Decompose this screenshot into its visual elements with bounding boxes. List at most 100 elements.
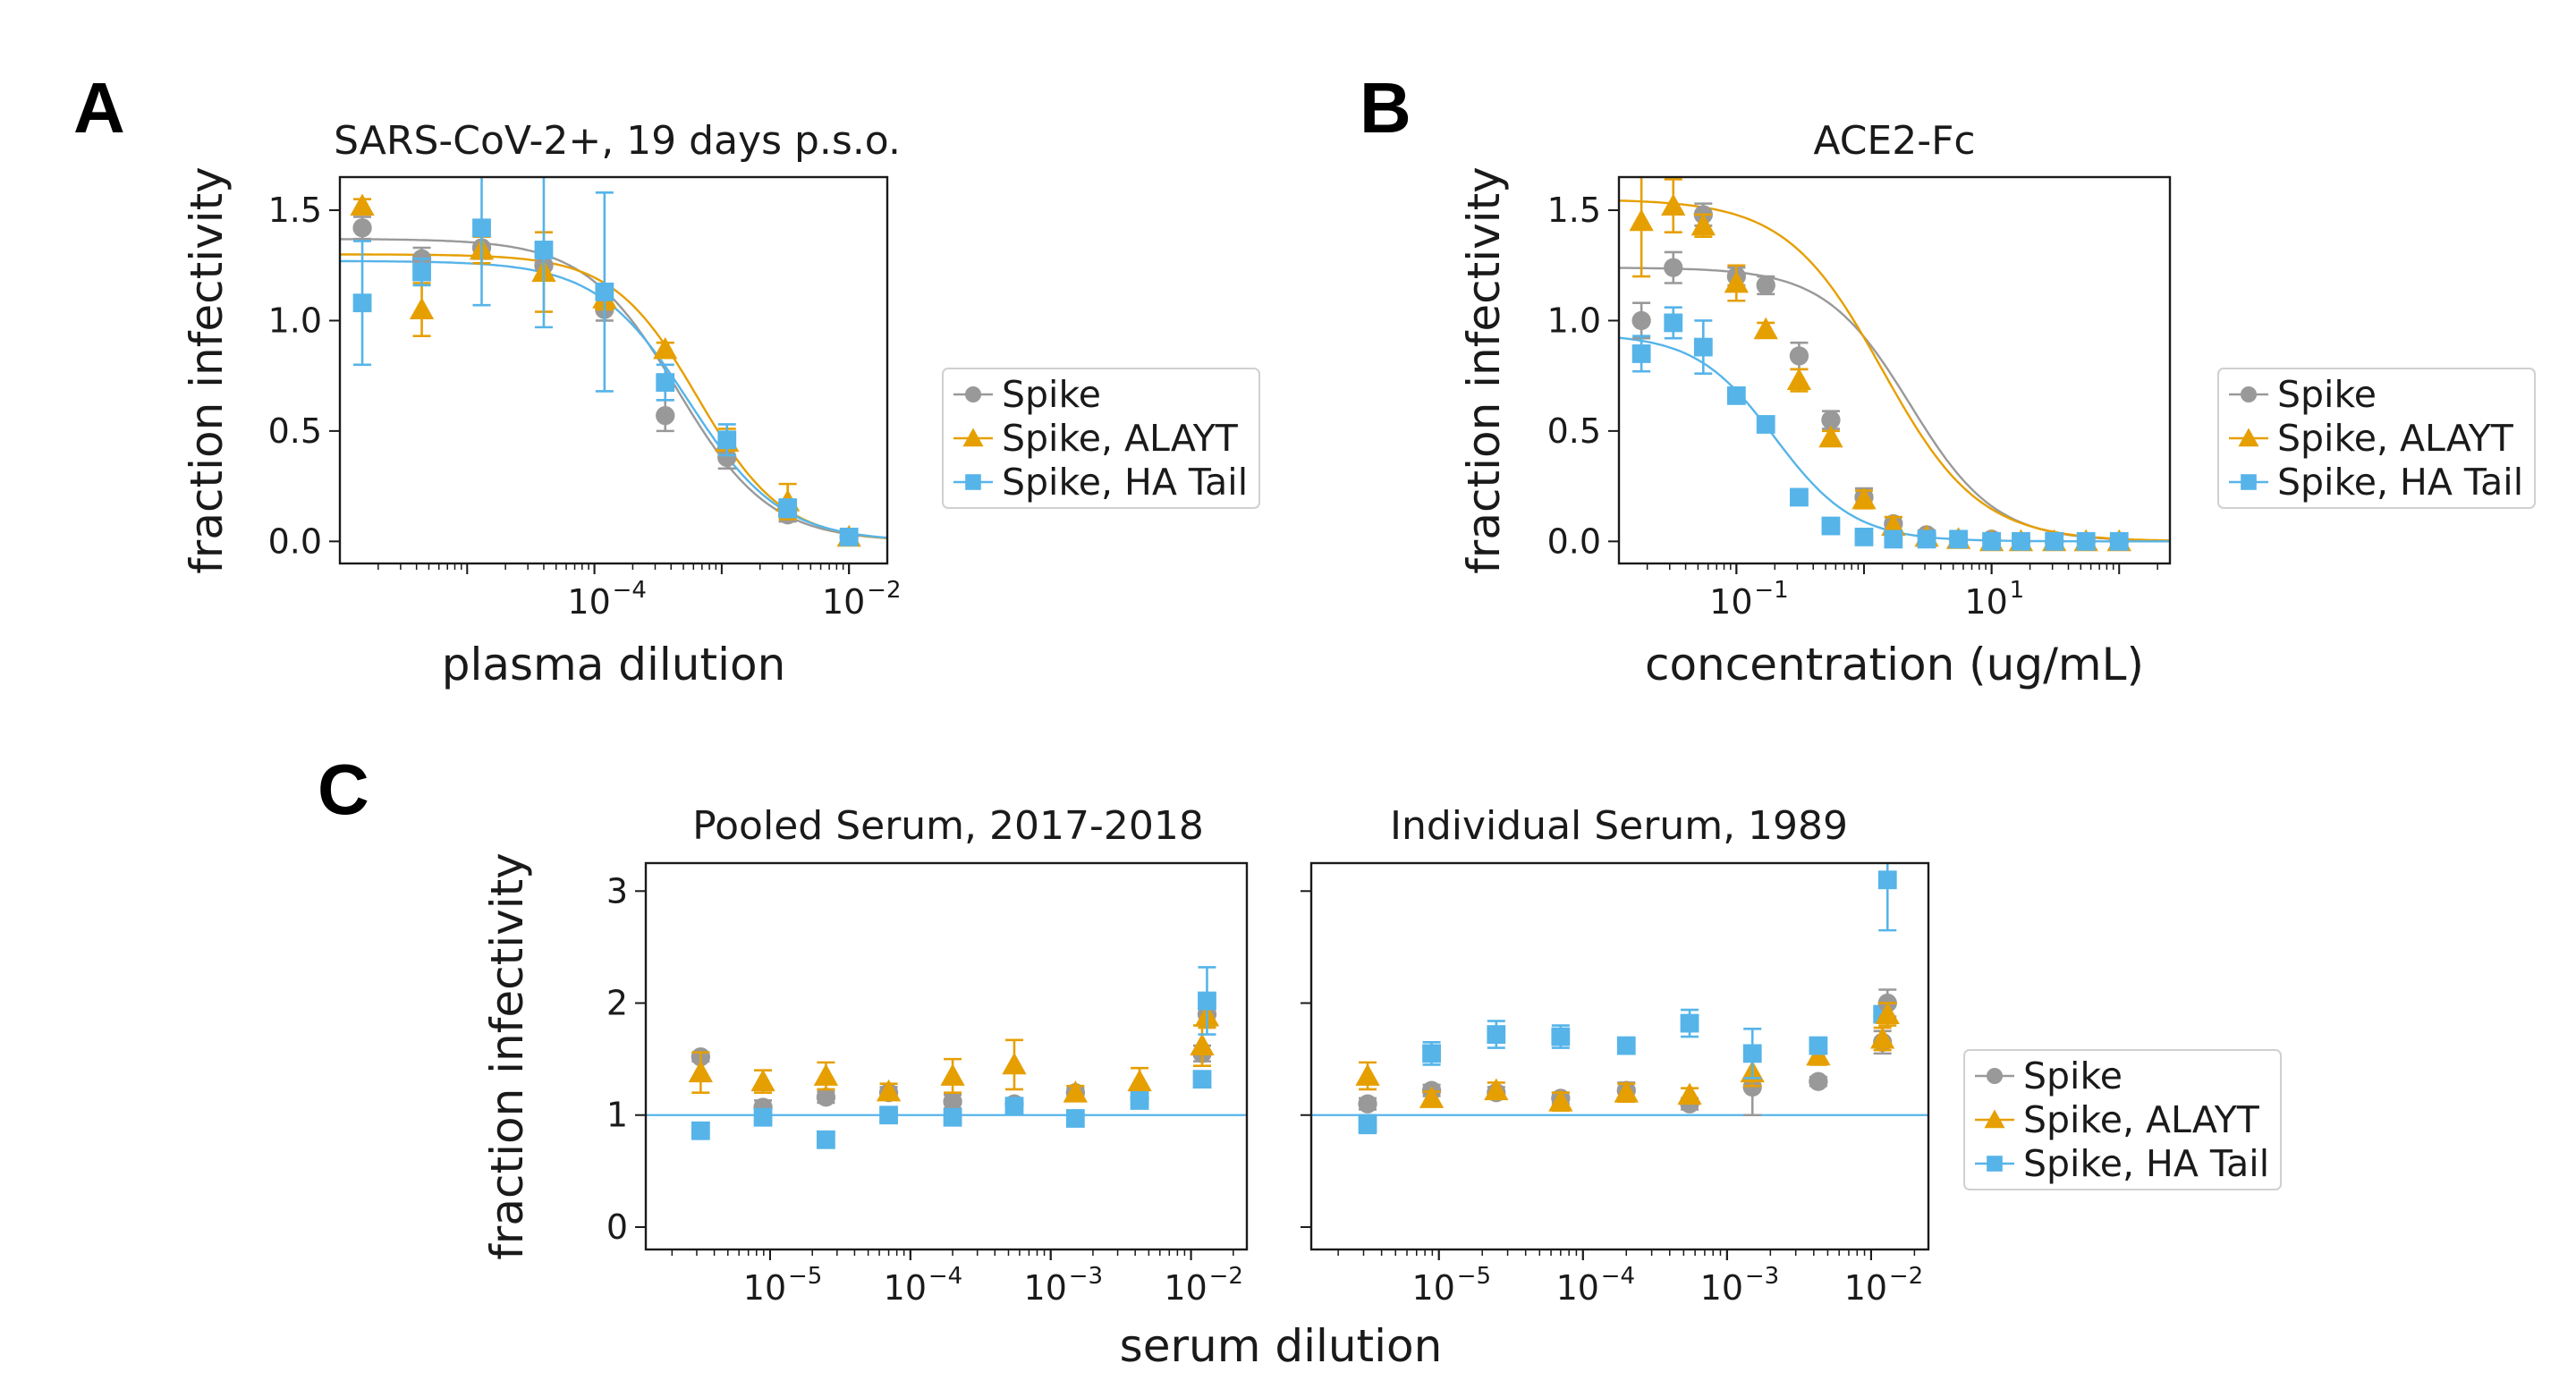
legend-label: Spike, ALAYT [1002, 417, 1239, 460]
data-point [717, 447, 737, 468]
data-point [1854, 527, 1874, 546]
data-point [1614, 1080, 1639, 1103]
data-point [1875, 1002, 1900, 1024]
data-point [1487, 1025, 1506, 1044]
legend-label: Spike, ALAYT [2277, 417, 2514, 460]
x-tick-exponent: −3 [1745, 1263, 1779, 1290]
data-point [1002, 1052, 1027, 1075]
data-point [1724, 270, 1749, 293]
data-point [1661, 193, 1686, 216]
x-tick-exponent: −4 [928, 1263, 962, 1290]
plot-frame [1617, 175, 2172, 565]
data-point [352, 293, 372, 313]
x-tick-label: 10 [1556, 1268, 1599, 1308]
data-point [1809, 1036, 1828, 1055]
y-tick-label: 1.5 [268, 191, 322, 230]
data-point [1484, 1078, 1509, 1101]
panel-b-chart: ACE2-Fc fraction infectivity concentration… [1458, 118, 2172, 690]
legend-label: Spike, ALAYT [2023, 1098, 2260, 1141]
data-point [1192, 1070, 1212, 1089]
data-point [2076, 531, 2096, 551]
fit-curve [1619, 267, 2170, 542]
y-tick-label: 0.5 [268, 411, 322, 451]
x-tick-label: 10 [1164, 1268, 1207, 1308]
data-point [940, 1063, 965, 1086]
x-tick-label: 10 [743, 1268, 786, 1308]
panel-label-b: B [1360, 68, 1411, 148]
legend-box [1963, 1049, 2282, 1190]
data-point [1551, 1027, 1571, 1046]
data-point [1677, 1082, 1702, 1105]
data-point [1982, 531, 2002, 551]
x-tick-label: 10 [822, 582, 865, 622]
data-point [1358, 1114, 1377, 1134]
y-tick-label: 0.0 [268, 521, 322, 561]
y-tick-label: 0.0 [1547, 521, 1601, 561]
x-axis-label: plasma dilution [442, 639, 786, 690]
data-point [688, 1060, 714, 1083]
legend-swatch-marker [965, 474, 981, 490]
data-point [1790, 487, 1809, 507]
x-tick-label: 10 [1709, 582, 1752, 622]
data-point [1680, 1013, 1699, 1033]
data-point [1629, 208, 1654, 232]
data-point [750, 1069, 775, 1092]
data-point [1616, 1036, 1636, 1055]
data-point [534, 241, 554, 259]
y-tick-label: 0 [606, 1207, 628, 1247]
data-point [1127, 1069, 1152, 1092]
panel-a-chart: SARS-CoV-2+, 19 days p.s.o. fraction infe… [181, 118, 901, 690]
data-point [879, 1105, 898, 1125]
data-point [1548, 1089, 1573, 1112]
chart-title: Individual Serum, 1989 [1390, 803, 1848, 849]
data-point [1355, 1063, 1380, 1086]
data-point [1130, 1091, 1149, 1110]
data-point [1786, 368, 1812, 391]
data-point [653, 336, 678, 360]
plot-area [1311, 863, 1928, 1135]
x-tick-exponent: −2 [1889, 1263, 1923, 1290]
x-tick-exponent: −4 [613, 577, 647, 604]
y-tick-label: 0.5 [1547, 411, 1601, 451]
x-tick-exponent: −5 [1457, 1263, 1491, 1290]
plot-frame [338, 175, 889, 565]
data-point [816, 1088, 836, 1107]
data-point [1664, 313, 1683, 333]
data-point [1419, 1086, 1445, 1108]
data-point [1063, 1080, 1088, 1103]
fit-curve [1619, 199, 2170, 542]
y-tick-label: 1.0 [1547, 301, 1601, 340]
data-point [1884, 529, 1903, 549]
plot-frame [1309, 861, 1930, 1251]
panel-c-xlabel: serum dilution [1120, 1320, 1443, 1372]
x-axis-label: concentration (ug/mL) [1645, 639, 2144, 690]
data-point [691, 1121, 710, 1140]
legend-label: Spike [2023, 1054, 2123, 1097]
data-point [1753, 317, 1778, 340]
data-point [2045, 531, 2064, 551]
data-point [1756, 275, 1775, 295]
plot-area [1619, 177, 2170, 552]
legend-swatch-marker [964, 385, 982, 403]
data-point [1821, 516, 1841, 536]
legend-swatch-marker [962, 428, 984, 447]
legend-swatch-marker [2240, 385, 2258, 403]
data-point [839, 527, 859, 546]
data-point [656, 373, 675, 392]
plot-area [340, 177, 887, 547]
data-point [717, 430, 737, 450]
panel-c-left-chart: Pooled Serum, 2017-2018 fraction infectiv… [481, 803, 1249, 1308]
chart-title: SARS-CoV-2+, 19 days p.s.o. [334, 118, 901, 164]
data-point [1742, 1044, 1762, 1063]
y-tick-label: 1.0 [268, 301, 322, 340]
data-point [1949, 529, 1968, 549]
chart-title: ACE2-Fc [1813, 118, 1975, 164]
data-point [352, 218, 372, 238]
data-point [1065, 1109, 1085, 1128]
data-point [943, 1092, 962, 1112]
y-tick-label: 2 [606, 984, 628, 1023]
y-axis-label: fraction infectivity [481, 852, 533, 1260]
legend-label: Spike [1002, 373, 1101, 416]
